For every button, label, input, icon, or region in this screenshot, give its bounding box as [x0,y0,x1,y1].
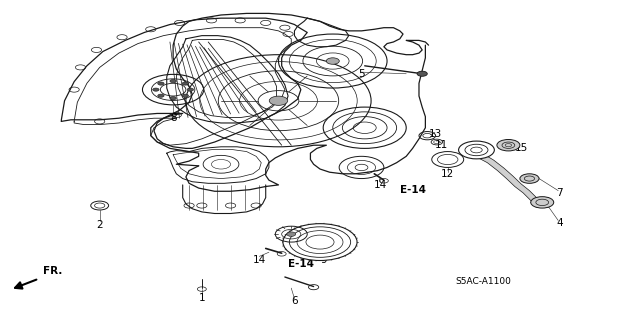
Circle shape [170,79,176,83]
Text: 9: 9 [320,255,326,264]
Text: 10: 10 [288,237,301,247]
Text: E-14: E-14 [288,259,314,269]
Circle shape [287,232,296,236]
Text: 12: 12 [441,169,454,179]
Text: E-14: E-14 [399,185,426,195]
Circle shape [182,94,189,97]
Polygon shape [478,155,540,204]
Circle shape [182,82,189,85]
Text: 14: 14 [374,180,387,190]
Text: 6: 6 [291,296,298,306]
Circle shape [283,224,357,261]
Circle shape [269,96,288,105]
Circle shape [153,88,159,91]
Text: 4: 4 [556,218,563,228]
Circle shape [170,97,176,100]
Circle shape [459,141,494,159]
Text: 1: 1 [198,293,205,303]
Text: 15: 15 [515,143,528,153]
Text: 2: 2 [97,219,103,230]
Circle shape [520,174,539,183]
Text: 5: 5 [358,69,365,79]
Circle shape [497,139,520,151]
Text: 13: 13 [428,129,442,139]
Text: 7: 7 [556,188,563,198]
Circle shape [531,197,554,208]
Text: FR.: FR. [44,266,63,276]
Circle shape [157,94,164,97]
Text: 11: 11 [435,140,448,150]
Text: 14: 14 [253,255,266,264]
Text: 8: 8 [170,113,177,123]
Circle shape [417,71,428,76]
Text: S5AC-A1100: S5AC-A1100 [455,277,511,286]
Circle shape [326,58,339,64]
Circle shape [187,88,193,91]
Text: 3: 3 [483,148,490,158]
Circle shape [157,82,164,85]
